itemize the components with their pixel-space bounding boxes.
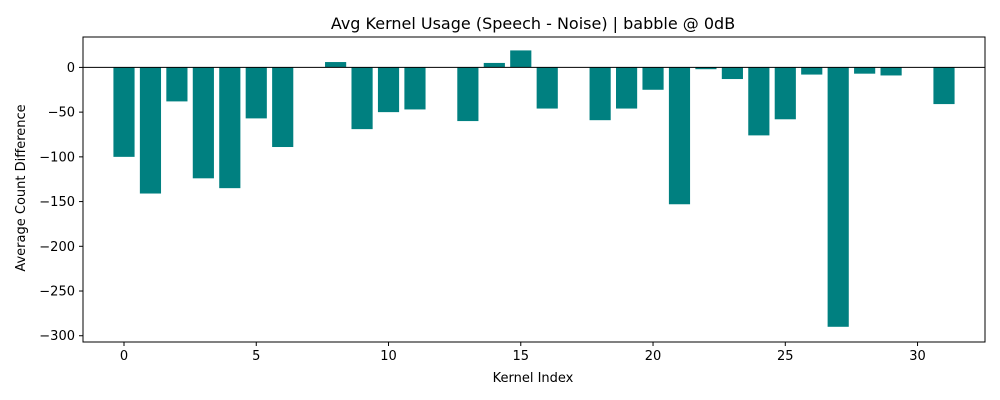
bar-22 bbox=[695, 67, 717, 70]
x-tick-label: 0 bbox=[120, 349, 128, 364]
y-tick-label: 0 bbox=[67, 61, 75, 76]
x-tick-label: 20 bbox=[645, 349, 662, 364]
bar-9 bbox=[351, 67, 373, 130]
bar-31 bbox=[933, 67, 955, 105]
bar-16 bbox=[536, 67, 558, 109]
x-tick-label: 10 bbox=[380, 349, 397, 364]
bar-5 bbox=[245, 67, 267, 119]
bar-10 bbox=[377, 67, 400, 113]
bar-26 bbox=[801, 67, 823, 75]
plot-frame bbox=[82, 36, 986, 343]
x-tick-label: 25 bbox=[777, 349, 794, 364]
bar-24 bbox=[748, 67, 770, 136]
bar-0 bbox=[113, 67, 135, 157]
y-tick-label: −300 bbox=[39, 329, 75, 344]
bar-23 bbox=[721, 67, 743, 80]
x-tick-label: 15 bbox=[513, 349, 530, 364]
bar-20 bbox=[642, 67, 664, 90]
y-tick-label: −250 bbox=[39, 285, 75, 300]
bar-8 bbox=[325, 62, 347, 68]
bar-28 bbox=[854, 67, 876, 74]
bar-2 bbox=[166, 67, 188, 102]
y-tick-label: −50 bbox=[48, 106, 75, 121]
x-axis-ticks: 0 5 10 15 20 25 30 bbox=[120, 342, 926, 364]
y-tick-label: −100 bbox=[39, 150, 75, 165]
bar-4 bbox=[219, 67, 241, 189]
bar-27 bbox=[827, 67, 849, 327]
bar-6 bbox=[272, 67, 294, 148]
bar-21 bbox=[668, 67, 691, 205]
bar-1 bbox=[139, 67, 162, 194]
x-tick-label: 5 bbox=[252, 349, 260, 364]
bar-14 bbox=[483, 62, 505, 68]
y-tick-label: −200 bbox=[39, 240, 75, 255]
y-axis-ticks: 0 −50 −100 −150 −200 −250 −300 bbox=[39, 61, 83, 344]
bar-29 bbox=[880, 67, 902, 76]
bar-13 bbox=[457, 67, 479, 122]
chart-title: Avg Kernel Usage (Speech - Noise) | babb… bbox=[331, 14, 735, 33]
y-axis-label: Average Count Difference bbox=[14, 104, 29, 271]
bar-18 bbox=[589, 67, 611, 121]
bar-15 bbox=[510, 50, 532, 68]
bars-group bbox=[113, 50, 955, 327]
bar-11 bbox=[404, 67, 426, 110]
x-axis-label: Kernel Index bbox=[493, 371, 574, 386]
y-tick-label: −150 bbox=[39, 195, 75, 210]
bar-3 bbox=[192, 67, 214, 179]
bar-19 bbox=[616, 67, 638, 109]
x-tick-label: 30 bbox=[909, 349, 926, 364]
bar-25 bbox=[774, 67, 796, 120]
